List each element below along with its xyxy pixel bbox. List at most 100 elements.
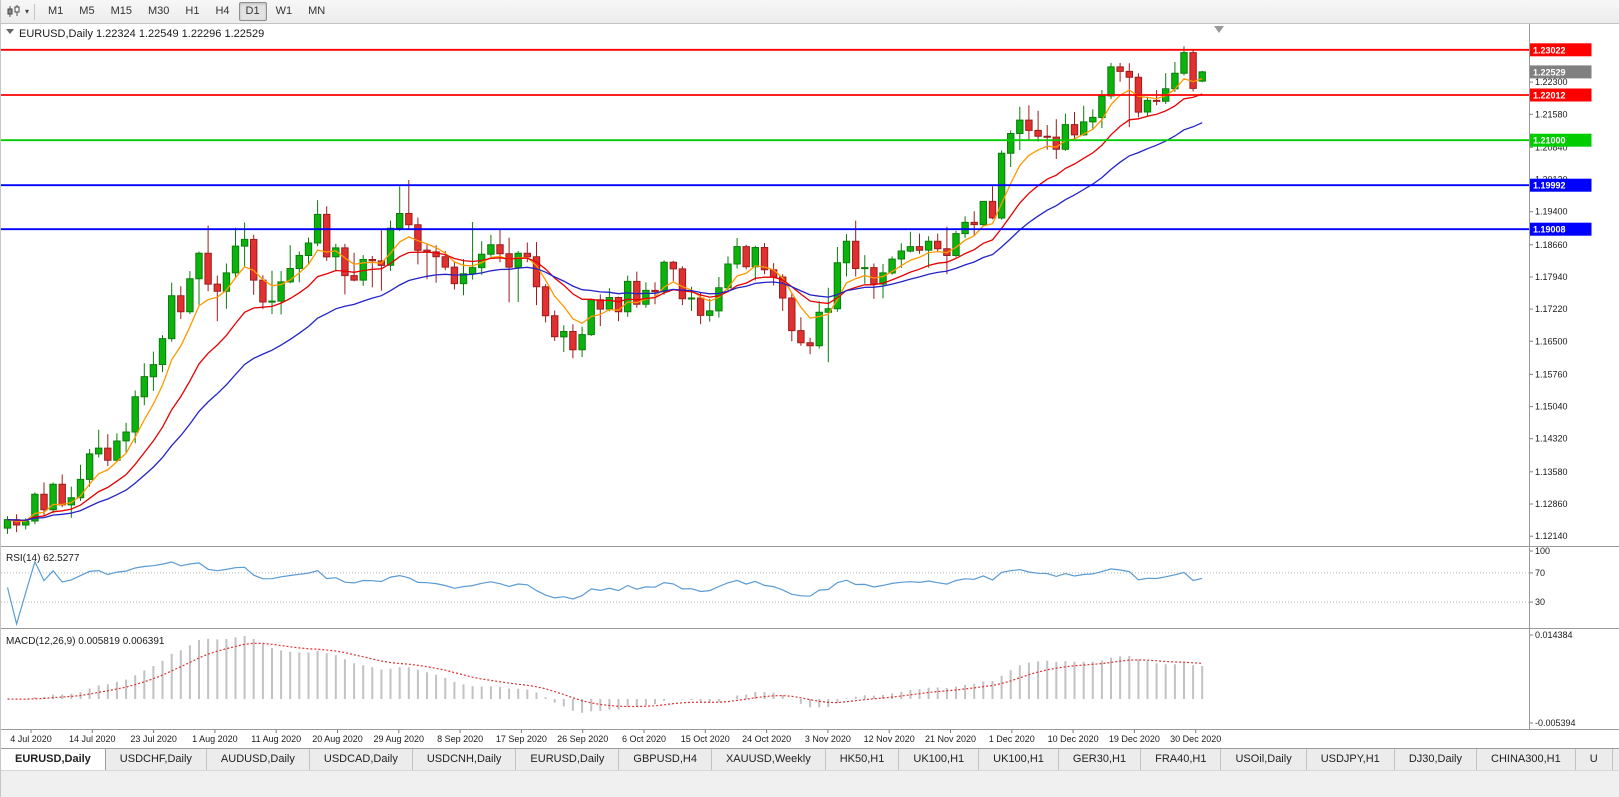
price-badge-label: 1.19008: [1533, 225, 1566, 235]
candles-layer: [3, 46, 1206, 534]
time-tick-label: 23 Jul 2020: [130, 734, 177, 744]
window-tab[interactable]: USDJPY,H1: [1307, 749, 1395, 770]
horizontal-lines-layer: [1, 48, 1529, 231]
price-badge-label: 1.22012: [1533, 91, 1566, 101]
timeframe-button-m1[interactable]: M1: [48, 5, 64, 17]
price-badge-label: 1.23022: [1533, 45, 1566, 55]
time-tick-label: 10 Dec 2020: [1048, 734, 1099, 744]
time-tick-label: 26 Sep 2020: [557, 734, 608, 744]
chart-shift-marker-icon[interactable]: [1214, 26, 1224, 33]
price-badge: [1529, 133, 1592, 147]
time-tick-label: 11 Aug 2020: [251, 734, 301, 744]
time-tick-label: 29 Aug 2020: [374, 734, 425, 744]
window-tab[interactable]: USDCAD,Daily: [310, 749, 413, 770]
price-badge-label: 1.22529: [1533, 67, 1566, 77]
price-tick-label: 1.17940: [1535, 272, 1568, 282]
window-tab[interactable]: GBPUSD,H4: [619, 749, 712, 770]
price-badge: [1529, 222, 1592, 236]
moving-averages-layer: [7, 78, 1203, 522]
window-tab[interactable]: FRA40,H1: [1141, 749, 1222, 770]
window-tab[interactable]: CHINA300,H1: [1477, 749, 1576, 770]
price-tick-label: 1.15040: [1535, 402, 1568, 412]
window-tab[interactable]: USOil,Daily: [1221, 749, 1307, 770]
rsi-label: RSI(14) 62.5277: [6, 553, 80, 564]
time-tick-label: 17 Sep 2020: [496, 734, 547, 744]
price-scale[interactable]: 1.223001.215801.208401.201201.194001.186…: [1529, 43, 1592, 728]
time-tick-label: 15 Oct 2020: [681, 734, 730, 744]
window-tab[interactable]: UK100,H1: [899, 749, 980, 770]
window-tab[interactable]: DJ30,Daily: [1395, 749, 1477, 770]
window-tab[interactable]: U: [1576, 749, 1613, 770]
timeframe-buttons-group: M1 M5 M15 M30 H1 H4 D1 W1 MN: [40, 2, 333, 21]
rsi-panel: [1, 560, 1529, 627]
candlestick-chart-icon[interactable]: [7, 5, 22, 18]
window-tab[interactable]: HK50,H1: [826, 749, 900, 770]
time-tick-label: 6 Oct 2020: [622, 734, 666, 744]
status-strip: [1, 770, 1619, 797]
price-tick-label: 1.15760: [1535, 369, 1568, 379]
time-axis[interactable]: 4 Jul 2020 14 Jul 2020 23 Jul 2020 1 Aug 20…: [10, 729, 1221, 744]
timeframe-button-m30[interactable]: M30: [147, 5, 170, 17]
window-tab[interactable]: EURUSD,Daily: [1, 749, 106, 770]
macd-signal-line: [7, 642, 1203, 708]
window-tab[interactable]: AUDUSD,Daily: [207, 749, 310, 770]
window-tab[interactable]: EURUSD,Daily: [516, 749, 620, 770]
time-tick-label: 20 Aug 2020: [312, 734, 363, 744]
rsi-scale-label: 70: [1535, 568, 1545, 578]
chart-window: 1.223001.215801.208401.201201.194001.186…: [1, 24, 1619, 748]
rsi-scale-label: 30: [1535, 597, 1545, 607]
price-tick-label: 1.12860: [1535, 499, 1568, 509]
macd-histogram: [15, 636, 1204, 713]
time-tick-label: 1 Dec 2020: [989, 734, 1035, 744]
time-tick-label: 30 Dec 2020: [1170, 734, 1221, 744]
price-tick-label: 1.14320: [1535, 434, 1568, 444]
window-tab[interactable]: USDCHF,Daily: [106, 749, 207, 770]
price-badge: [1529, 43, 1592, 57]
toolbar-separator: [34, 3, 36, 20]
chart-type-dropdown-icon[interactable]: ▾: [25, 7, 30, 16]
price-tick-label: 1.17220: [1535, 304, 1568, 314]
macd-label: MACD(12,26,9) 0.005819 0.006391: [6, 636, 165, 647]
price-badge: [1529, 88, 1592, 102]
timeframe-button-h4[interactable]: H4: [215, 5, 230, 17]
chart-title: EURUSD,Daily 1.22324 1.22549 1.22296 1.2…: [19, 28, 264, 40]
time-tick-label: 14 Jul 2020: [69, 734, 116, 744]
time-tick-label: 21 Nov 2020: [925, 734, 976, 744]
price-tick-label: 1.16500: [1535, 336, 1568, 346]
time-tick-label: 19 Dec 2020: [1109, 734, 1160, 744]
price-tick-label: 1.18660: [1535, 240, 1568, 250]
rsi-line: [6, 560, 1203, 627]
timeframe-button-d1[interactable]: D1: [238, 2, 267, 21]
window-tab[interactable]: UK100,H1: [979, 749, 1059, 770]
one-click-trading-arrow-icon[interactable]: [6, 29, 14, 34]
ma-line-fast: [7, 78, 1203, 522]
window-tab[interactable]: GER30,H1: [1059, 749, 1142, 770]
time-tick-label: 8 Sep 2020: [437, 734, 483, 744]
time-tick-label: 24 Oct 2020: [742, 734, 791, 744]
chart-canvas[interactable]: 1.223001.215801.208401.201201.194001.186…: [1, 24, 1619, 748]
timeframe-button-m15[interactable]: M15: [110, 5, 132, 17]
macd-scale-label: 0.014384: [1535, 630, 1573, 640]
macd-scale-label: -0.005394: [1535, 718, 1576, 728]
bear-bodies: [12, 52, 1197, 526]
price-badge-label: 1.21000: [1533, 136, 1566, 146]
panel-separators: [1, 24, 1619, 730]
timeframe-button-mn[interactable]: MN: [308, 5, 326, 17]
ma-line-medium: [7, 93, 1203, 522]
time-tick-label: 1 Aug 2020: [192, 734, 238, 744]
timeframe-button-m5[interactable]: M5: [79, 5, 95, 17]
time-tick-label: 12 Nov 2020: [864, 734, 915, 744]
window-tab[interactable]: USDCNH,Daily: [413, 749, 517, 770]
price-badge: [1529, 178, 1592, 192]
price-tick-label: 1.21580: [1535, 109, 1568, 119]
price-tick-label: 1.12140: [1535, 531, 1568, 541]
timeframe-button-w1[interactable]: W1: [275, 5, 293, 17]
timeframe-button-h1[interactable]: H1: [185, 5, 200, 17]
rsi-scale-label: 100: [1535, 546, 1550, 556]
timeframe-toolbar: ▾ M1 M5 M15 M30 H1 H4 D1 W1 MN: [1, 0, 1619, 24]
price-badge: [1529, 65, 1592, 79]
window-tabs-bar: EURUSD,Daily USDCHF,Daily AUDUSD,Daily USDC…: [1, 748, 1619, 770]
macd-panel: [7, 636, 1204, 713]
window-tab[interactable]: XAUUSD,Weekly: [712, 749, 826, 770]
